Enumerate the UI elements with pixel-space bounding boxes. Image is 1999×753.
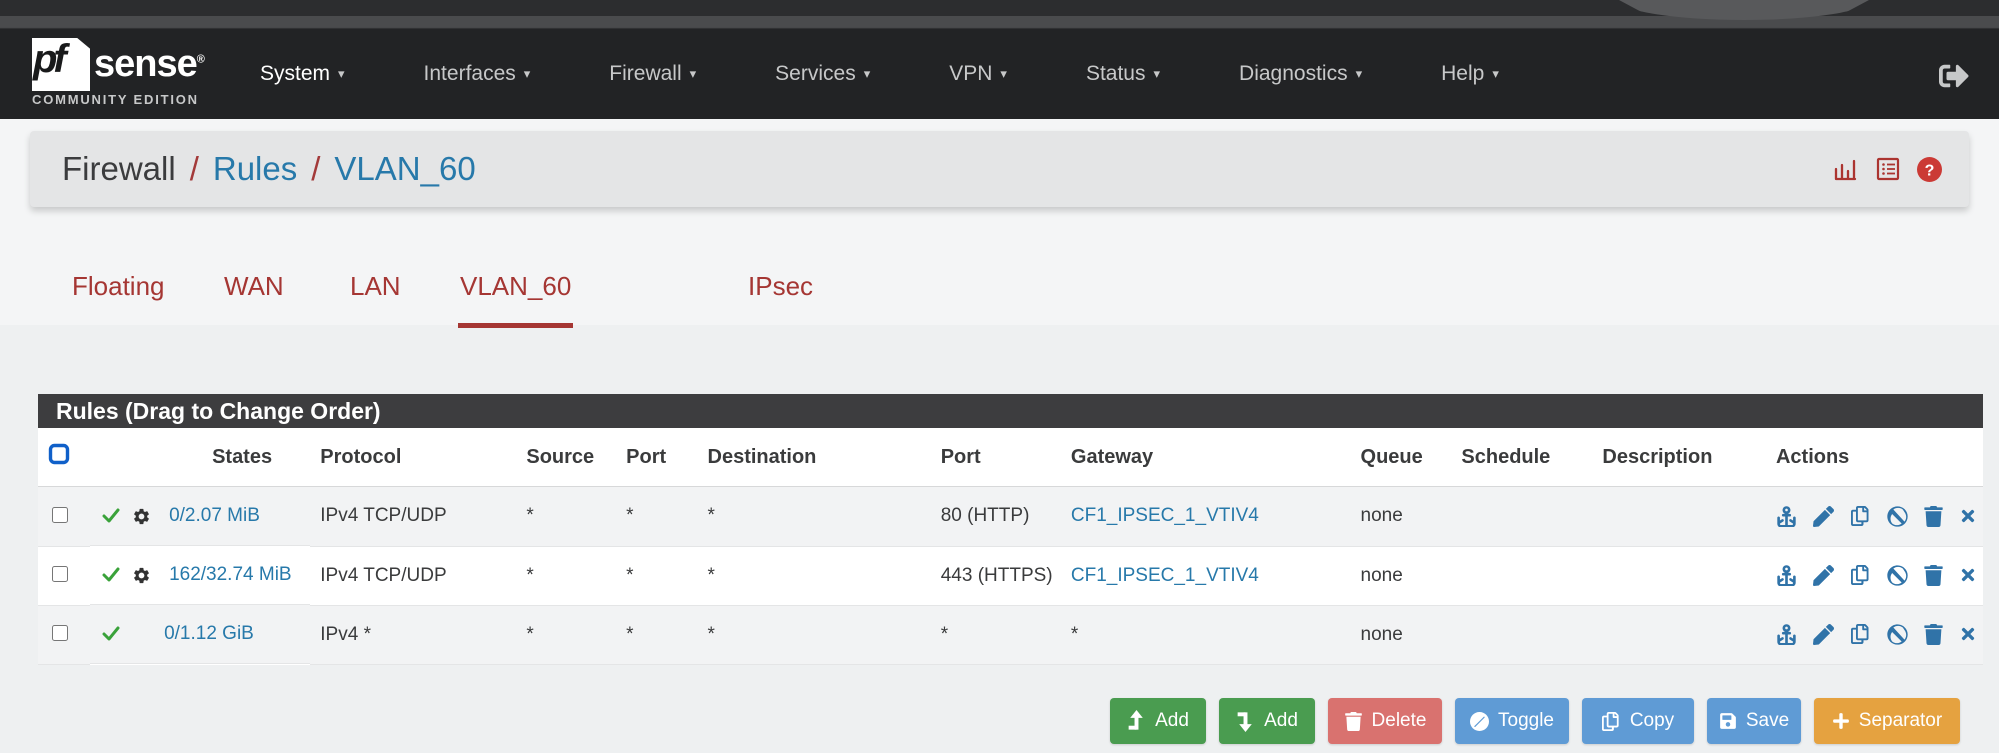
svg-text:?: ?	[1925, 162, 1935, 179]
